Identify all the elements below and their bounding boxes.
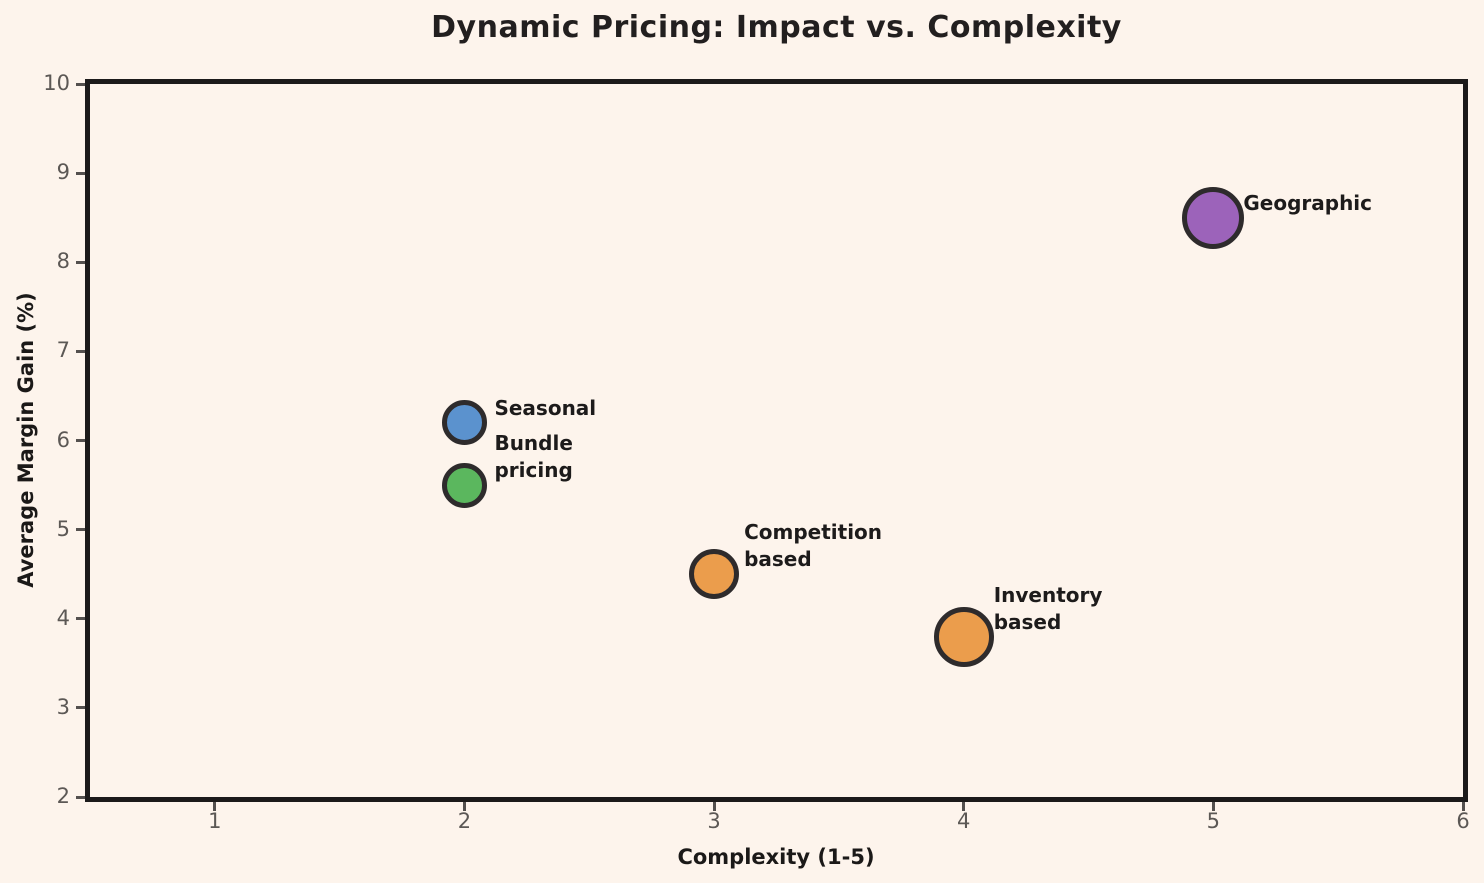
x-tick-label-5: 5 xyxy=(1206,809,1221,833)
x-tick-mark-3 xyxy=(712,802,716,811)
x-tick-mark-5 xyxy=(1211,802,1215,811)
y-tick-mark-10 xyxy=(76,82,85,86)
x-tick-mark-2 xyxy=(462,802,466,811)
point-label-bundle-pricing: Bundle pricing xyxy=(494,431,573,483)
x-tick-label-1: 1 xyxy=(208,809,222,833)
x-tick-label-4: 4 xyxy=(957,809,971,833)
point-label-competition-based: Competition based xyxy=(744,520,883,572)
y-tick-label-10: 10 xyxy=(43,71,70,95)
x-tick-mark-1 xyxy=(213,802,217,811)
y-tick-label-5: 5 xyxy=(56,516,70,541)
y-tick-mark-7 xyxy=(76,349,85,353)
chart-title: Dynamic Pricing: Impact vs. Complexity xyxy=(431,10,1122,45)
y-tick-mark-8 xyxy=(76,260,85,264)
y-tick-label-8: 8 xyxy=(56,249,70,274)
y-tick-mark-5 xyxy=(76,528,85,532)
x-tick-mark-6 xyxy=(1461,802,1465,811)
y-tick-mark-3 xyxy=(76,706,85,710)
point-label-seasonal: Seasonal xyxy=(494,395,597,420)
y-tick-label-6: 6 xyxy=(56,427,70,452)
y-tick-label-4: 4 xyxy=(56,605,70,630)
y-tick-label-2: 2 xyxy=(56,784,70,808)
bubble-inventory-based xyxy=(933,606,994,667)
x-tick-mark-4 xyxy=(962,802,966,811)
y-tick-label-3: 3 xyxy=(56,694,70,719)
x-tick-label-6: 6 xyxy=(1456,809,1470,833)
y-tick-label-7: 7 xyxy=(56,338,70,363)
bubble-bundle-pricing xyxy=(441,462,487,508)
plot-area xyxy=(85,79,1468,802)
x-tick-label-2: 2 xyxy=(457,809,472,833)
bubble-competition-based xyxy=(689,549,740,600)
y-tick-label-9: 9 xyxy=(56,160,70,185)
y-tick-mark-4 xyxy=(76,617,85,621)
y-tick-mark-2 xyxy=(76,795,85,799)
point-label-inventory-based: Inventory based xyxy=(993,582,1103,634)
y-tick-mark-9 xyxy=(76,171,85,175)
bubble-geographic xyxy=(1182,186,1245,249)
x-tick-label-3: 3 xyxy=(707,809,721,833)
bubble-seasonal xyxy=(441,400,487,446)
y-tick-mark-6 xyxy=(76,439,85,442)
x-axis-label: Complexity (1-5) xyxy=(677,845,875,869)
point-label-geographic: Geographic xyxy=(1243,190,1373,215)
